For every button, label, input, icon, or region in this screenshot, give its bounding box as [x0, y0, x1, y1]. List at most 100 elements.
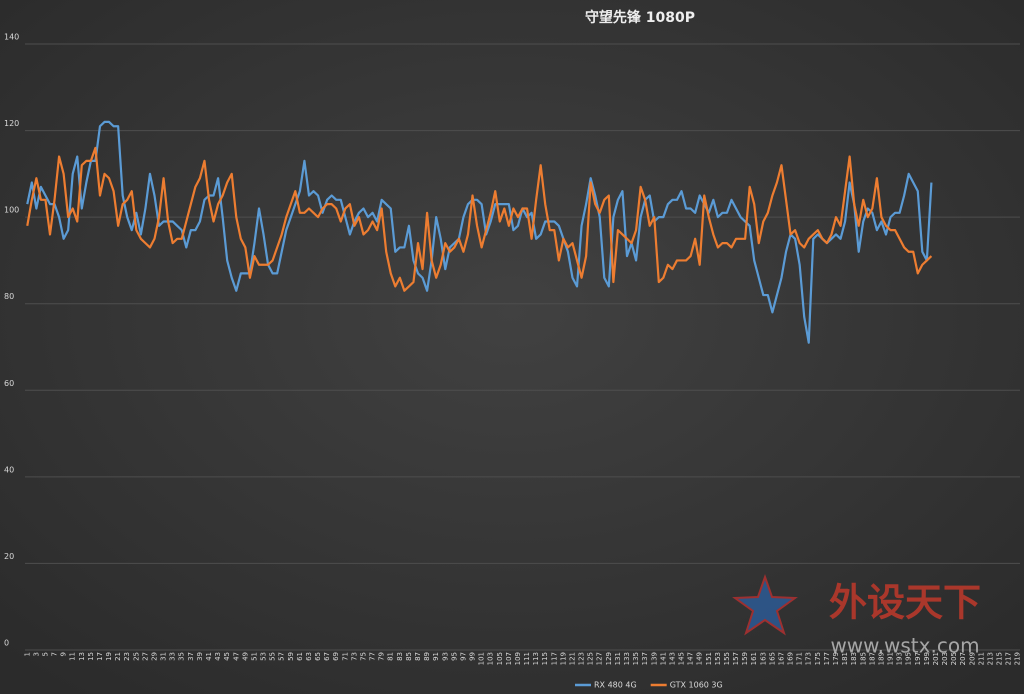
x-tick-label: 111 [523, 652, 531, 665]
legend-label: RX 480 4G [594, 681, 637, 690]
x-tick-label: 29 [150, 652, 158, 661]
x-tick-label: 179 [832, 652, 840, 665]
x-tick-label: 183 [850, 652, 858, 665]
x-tick-label: 15 [87, 652, 95, 661]
x-tick-label: 199 [923, 652, 931, 665]
x-tick-label: 79 [378, 652, 386, 661]
x-tick-label: 35 [178, 652, 186, 661]
legend: RX 480 4G GTX 1060 3G [575, 681, 723, 690]
x-tick-label: 13 [78, 652, 86, 661]
y-tick-label: 60 [4, 379, 14, 388]
x-tick-label: 175 [814, 652, 822, 665]
y-tick-label: 140 [4, 33, 19, 42]
x-tick-label: 173 [805, 652, 813, 665]
x-tick-label: 49 [241, 652, 249, 661]
x-tick-label: 149 [696, 652, 704, 665]
x-tick-label: 205 [950, 652, 958, 665]
x-tick-label: 19 [105, 652, 113, 661]
x-tick-label: 167 [777, 652, 785, 665]
watermark-brand: 外设天下 [829, 581, 981, 625]
x-tick-label: 43 [214, 652, 222, 661]
x-tick-label: 81 [387, 652, 395, 661]
x-tick-label: 31 [160, 652, 168, 661]
x-tick-label: 165 [768, 652, 776, 665]
x-tick-label: 117 [550, 652, 558, 665]
x-tick-label: 39 [196, 652, 204, 661]
x-tick-label: 73 [350, 652, 358, 661]
x-tick-label: 17 [96, 652, 104, 661]
x-tick-label: 115 [541, 652, 549, 665]
x-tick-label: 215 [996, 652, 1004, 665]
x-tick-label: 143 [668, 652, 676, 665]
chart-title: 守望先锋 1080P [585, 9, 695, 26]
x-tick-label: 217 [1005, 652, 1013, 665]
x-tick-label: 9 [60, 652, 68, 656]
x-tick-label: 53 [260, 652, 268, 661]
x-tick-label: 57 [278, 652, 286, 661]
x-tick-label: 109 [514, 652, 522, 665]
x-tick-label: 67 [323, 652, 331, 661]
x-tick-label: 47 [232, 652, 240, 661]
x-tick-label: 169 [787, 652, 795, 665]
x-tick-label: 181 [841, 652, 849, 665]
y-tick-label: 0 [4, 639, 9, 648]
x-tick-label: 3 [32, 652, 40, 656]
x-tick-label: 105 [496, 652, 504, 665]
y-tick-label: 100 [4, 206, 19, 215]
x-tick-label: 187 [868, 652, 876, 665]
x-tick-label: 37 [187, 652, 195, 661]
x-tick-label: 195 [905, 652, 913, 665]
x-tick-label: 89 [423, 652, 431, 661]
x-tick-label: 63 [305, 652, 313, 661]
x-tick-label: 139 [650, 652, 658, 665]
x-tick-label: 147 [687, 652, 695, 665]
x-tick-label: 141 [659, 652, 667, 665]
watermark-url: www.wstx.com [830, 634, 979, 658]
legend-label: GTX 1060 3G [670, 681, 723, 690]
x-tick-label: 129 [605, 652, 613, 665]
x-tick-label: 123 [578, 652, 586, 665]
x-tick-label: 11 [69, 652, 77, 661]
x-tick-label: 145 [678, 652, 686, 665]
x-tick-label: 33 [169, 652, 177, 661]
x-tick-label: 25 [132, 652, 140, 661]
x-tick-label: 87 [414, 652, 422, 661]
x-tick-label: 101 [478, 652, 486, 665]
x-tick-label: 107 [505, 652, 513, 665]
series-line [26, 146, 933, 292]
x-tick-label: 61 [296, 652, 304, 661]
x-tick-label: 155 [723, 652, 731, 665]
x-tick-label: 171 [796, 652, 804, 665]
x-tick-label: 121 [568, 652, 576, 665]
x-tick-label: 7 [51, 652, 59, 656]
x-tick-label: 65 [314, 652, 322, 661]
x-tick-label: 135 [632, 652, 640, 665]
x-tick-label: 163 [759, 652, 767, 665]
x-tick-label: 125 [587, 652, 595, 665]
x-tick-label: 207 [959, 652, 967, 665]
y-tick-label: 80 [4, 292, 14, 301]
x-tick-label: 91 [432, 652, 440, 661]
x-tick-label: 153 [714, 652, 722, 665]
watermark: 外设天下 www.wstx.com [732, 573, 981, 658]
x-tick-label: 97 [459, 652, 467, 661]
x-tick-label: 69 [332, 652, 340, 661]
y-tick-label: 40 [4, 465, 14, 474]
x-tick-label: 219 [1014, 652, 1022, 665]
x-tick-label: 75 [359, 652, 367, 661]
x-tick-label: 197 [914, 652, 922, 665]
x-tick-label: 5 [41, 652, 49, 656]
x-tick-label: 119 [559, 652, 567, 665]
series-line [26, 120, 933, 344]
x-tick-label: 1 [23, 652, 31, 656]
x-tick-label: 41 [205, 652, 213, 661]
x-tick-label: 85 [405, 652, 413, 661]
x-tick-label: 27 [141, 652, 149, 661]
x-tick-label: 131 [614, 652, 622, 665]
x-tick-label: 45 [223, 652, 231, 661]
x-tick-label: 157 [732, 652, 740, 665]
x-tick-label: 71 [341, 652, 349, 661]
x-tick-label: 209 [968, 652, 976, 665]
x-tick-label: 193 [896, 652, 904, 665]
